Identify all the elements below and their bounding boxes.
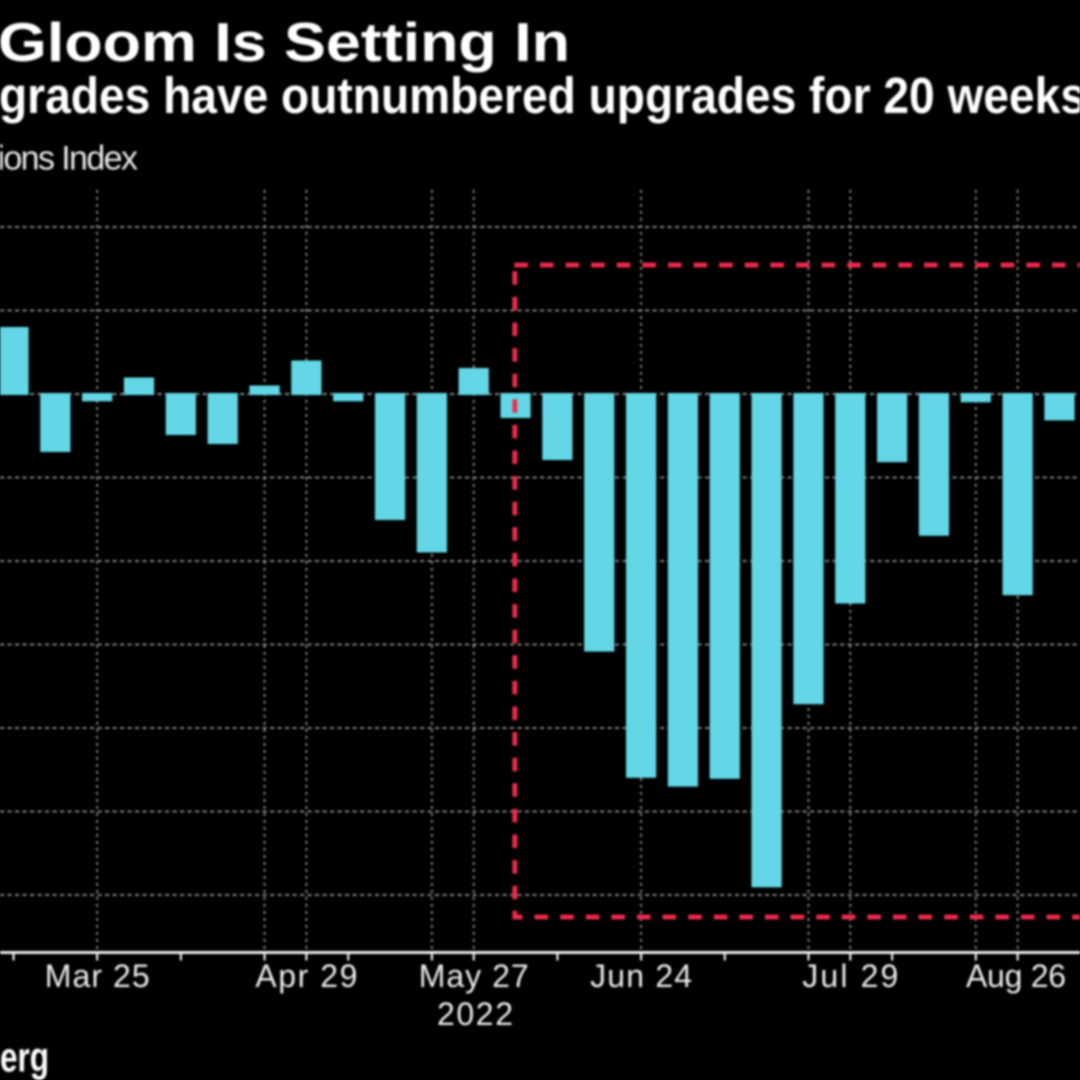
svg-text:Jun 24: Jun 24 <box>590 958 692 994</box>
svg-text:Mar 25: Mar 25 <box>45 958 150 994</box>
svg-text:grades have outnumbered upgrad: grades have outnumbered upgrades for 20 … <box>0 67 1080 124</box>
svg-text:Jul 29: Jul 29 <box>802 958 898 994</box>
svg-text:May 27: May 27 <box>419 958 529 994</box>
svg-text:Aug 26: Aug 26 <box>966 958 1066 994</box>
svg-text:Apr 29: Apr 29 <box>255 958 357 994</box>
svg-text:erg: erg <box>0 1033 49 1080</box>
svg-text:2022: 2022 <box>437 996 513 1032</box>
svg-text:Gloom Is Setting In: Gloom Is Setting In <box>0 11 570 73</box>
